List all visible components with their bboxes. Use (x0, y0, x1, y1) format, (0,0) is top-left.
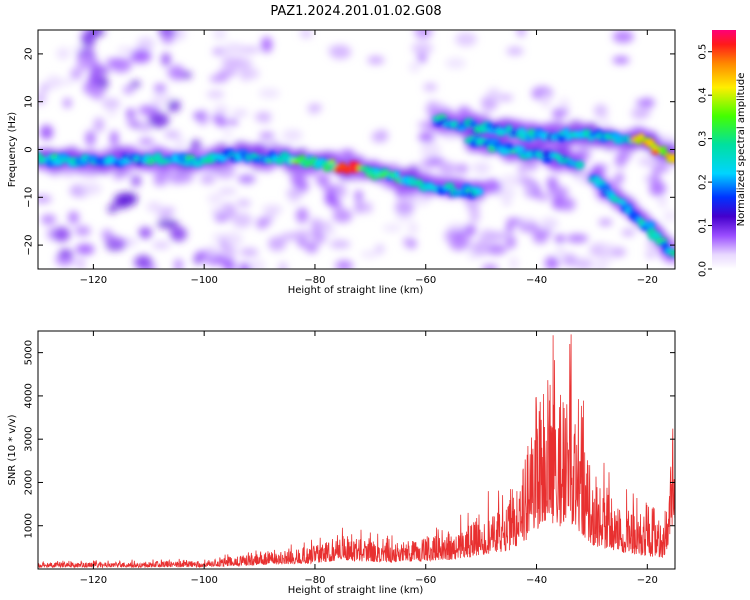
snr-y-tick-label: 1000 (24, 513, 35, 538)
spectrogram-y-tick-label: 10 (24, 95, 35, 108)
spectrogram-plot-area (38, 30, 675, 269)
snr-panel: −120 −100 −80 −60 −40 −20 1000 2000 3000 4000 5000… (7, 330, 676, 596)
spectrogram-y-tick-label: 0 (24, 146, 35, 152)
colorbar-axis: 0.0 0.1 0.2 0.3 0.4 0.5 (698, 44, 712, 277)
spectrogram-y-axis-label: Frequency (Hz) (7, 112, 18, 188)
colorbar-tick-label: 0.5 (698, 44, 709, 60)
snr-series-line (38, 334, 675, 569)
snr-axes: −120 −100 −80 −60 −40 −20 1000 2000 3000 4000 5000 (24, 331, 675, 586)
spectrogram-y-tick-label: 20 (24, 48, 35, 61)
spectrogram-x-tick-label: −120 (80, 275, 107, 286)
spectrogram-y-tick-label: −20 (24, 235, 35, 256)
snr-y-tick-label: 3000 (24, 426, 35, 451)
snr-y-tick-label: 5000 (24, 340, 35, 365)
snr-y-axis-label: SNR (10 * v/v) (7, 414, 18, 485)
snr-x-tick-label: −120 (80, 575, 107, 586)
colorbar-gradient (712, 30, 736, 269)
spectrogram-ridge-energy (38, 114, 675, 258)
spectrogram-x-tick-label: −40 (526, 275, 547, 286)
snr-frame (37, 330, 676, 570)
colorbar-tick-label: 0.3 (698, 131, 709, 147)
colorbar-tick-label: 0.1 (698, 218, 709, 234)
snr-y-tick-label: 4000 (24, 383, 35, 408)
spectrogram-x-tick-label: −20 (637, 275, 658, 286)
colorbar-tick-label: 0.2 (698, 174, 709, 190)
colorbar-tick-label: 0.4 (698, 87, 709, 103)
spectrogram-x-tick-label: −60 (415, 275, 436, 286)
spectrogram-x-tick-label: −80 (304, 275, 325, 286)
spectrogram-y-tick-label: −10 (24, 187, 35, 208)
colorbar: 0.0 0.1 0.2 0.3 0.4 0.5 Normalized spectral a… (698, 30, 747, 277)
spectrogram-x-tick-label: −100 (190, 275, 217, 286)
snr-x-tick-label: −100 (190, 575, 217, 586)
snr-y-tick-label: 2000 (24, 470, 35, 495)
snr-x-tick-label: −20 (637, 575, 658, 586)
snr-x-tick-label: −80 (304, 575, 325, 586)
snr-x-tick-label: −40 (526, 575, 547, 586)
colorbar-tick-label: 0.0 (698, 261, 709, 277)
spectrogram-background-noise (38, 30, 675, 269)
snr-x-tick-label: −60 (415, 575, 436, 586)
snr-x-axis-label: Height of straight line (km) (288, 585, 424, 596)
colorbar-label: Normalized spectral amplitude (736, 73, 747, 227)
chart-title: PAZ1.2024.201.01.02.G08 (270, 4, 441, 19)
spectrogram-x-axis-label: Height of straight line (km) (288, 285, 424, 296)
